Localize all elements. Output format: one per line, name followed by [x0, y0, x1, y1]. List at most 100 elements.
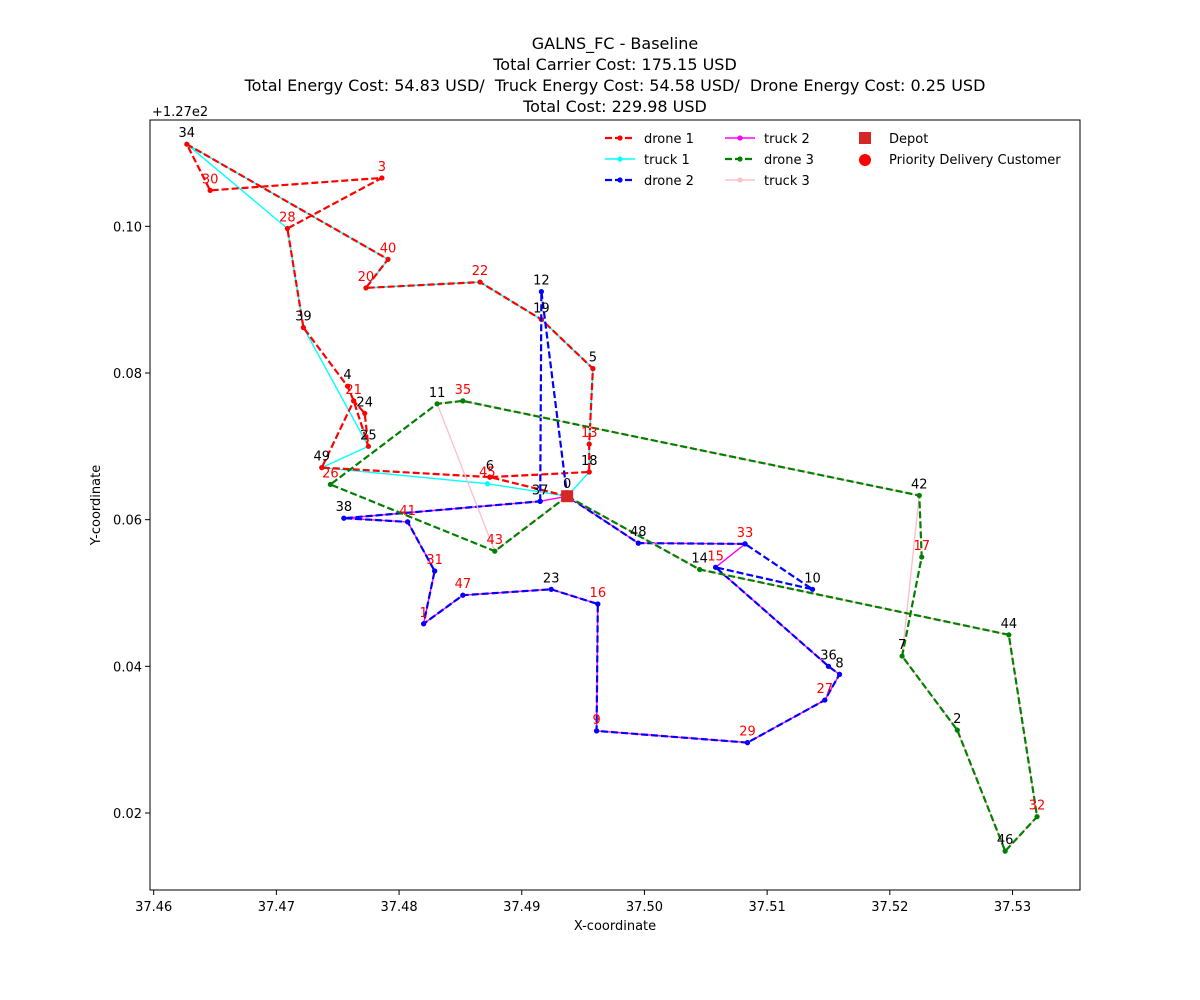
- node-label: 12: [533, 274, 550, 289]
- plot-frame: [149, 119, 1081, 891]
- legend-swatch-circle: [859, 154, 871, 166]
- priority-node-label: 32: [1029, 799, 1046, 814]
- drone-3-point: [919, 554, 925, 560]
- drone-2-point: [405, 519, 411, 525]
- drone-2-line: [342, 290, 841, 744]
- x-axis: 37.46 37.47 37.48 37.49 37.50 37.51 37.52 37.53: [135, 890, 1031, 915]
- node-label: 24: [356, 395, 373, 410]
- legend-label: drone 3: [764, 153, 814, 168]
- drone-1-route: [184, 141, 596, 499]
- legend-label: Priority Delivery Customer: [889, 153, 1061, 168]
- node-label: 19: [533, 301, 550, 316]
- legend-item-truck2: truck 2: [725, 132, 810, 147]
- depot-label: 0: [563, 477, 571, 492]
- drone-3-point: [697, 566, 703, 573]
- y-axis-label: Y-coordinate: [89, 465, 104, 546]
- priority-node-label: 20: [358, 270, 375, 285]
- node-label: 10: [804, 571, 821, 586]
- priority-node-label: 16: [590, 586, 607, 601]
- legend-label: drone 1: [644, 132, 694, 147]
- node-label: 5: [589, 351, 597, 366]
- drone-3-route: [327, 398, 1040, 854]
- priority-node-label: 27: [817, 682, 834, 697]
- drone-2-point: [635, 540, 641, 546]
- drone-3-point: [327, 481, 333, 488]
- drone-2-point: [460, 592, 466, 598]
- y-tick-label: 0.10: [113, 220, 142, 235]
- node-label: 44: [1001, 617, 1018, 632]
- legend-label: truck 1: [644, 153, 690, 168]
- priority-node-label: 40: [380, 241, 397, 256]
- drone-2-point: [742, 541, 748, 547]
- drone-1-point: [487, 474, 493, 480]
- legend-item-drone3: drone 3: [725, 153, 814, 168]
- y-tick-label: 0.08: [113, 367, 142, 382]
- drone-3-point: [1006, 632, 1012, 638]
- node-label: 42: [911, 477, 928, 492]
- legend-swatch-square: [859, 132, 871, 144]
- x-tick-label: 37.51: [749, 900, 786, 915]
- node-label: 18: [581, 454, 598, 469]
- drone-2-point: [713, 564, 719, 570]
- node-label: 25: [360, 428, 377, 443]
- node-label: 11: [429, 386, 446, 401]
- x-axis-label: X-coordinate: [574, 919, 656, 934]
- legend-swatch-point: [617, 177, 623, 183]
- priority-node-label: 17: [913, 539, 930, 554]
- chart-title-line-4: Total Cost: 229.98 USD: [523, 97, 707, 116]
- priority-node-label: 13: [581, 426, 598, 441]
- priority-node-label: 41: [399, 504, 416, 519]
- node-label: 7: [898, 638, 906, 653]
- y-tick-label: 0.02: [113, 807, 142, 822]
- drone-1-point: [363, 285, 369, 291]
- legend-swatch-point: [737, 156, 743, 162]
- drone-1-point: [477, 279, 483, 285]
- drone-2-point: [595, 601, 601, 607]
- legend-item-truck1: truck 1: [605, 153, 690, 168]
- x-tick-label: 37.50: [626, 900, 663, 915]
- legend-label: drone 2: [644, 174, 694, 189]
- depot-marker: [561, 490, 574, 503]
- priority-node-label: 33: [737, 526, 754, 541]
- drone-3-point: [1034, 814, 1040, 820]
- node-label: 36: [820, 648, 837, 663]
- node-label: 48: [630, 525, 647, 540]
- drone-3-point: [434, 401, 440, 407]
- legend-item-drone2: drone 2: [605, 174, 694, 189]
- drone-2-point: [822, 697, 828, 703]
- drone-1-point: [184, 141, 190, 147]
- x-tick-label: 37.48: [380, 900, 417, 915]
- x-tick-label: 37.49: [503, 900, 540, 915]
- y-tick-label: 0.06: [113, 514, 142, 529]
- drone-2-point: [421, 621, 427, 627]
- drone-1-point: [365, 443, 371, 449]
- node-label: 34: [179, 126, 196, 141]
- x-tick-label: 37.52: [871, 900, 908, 915]
- priority-node-label: 47: [455, 577, 472, 592]
- chart-title-line-3: Total Energy Cost: 54.83 USD/ Truck Ener…: [244, 76, 986, 95]
- drone-3-point: [916, 492, 922, 499]
- priority-node-label: 30: [202, 172, 219, 187]
- drone-3-line: [329, 399, 1039, 853]
- legend-label: truck 2: [764, 132, 810, 147]
- drone-2-point: [538, 289, 544, 295]
- priority-node-label: 31: [426, 553, 443, 568]
- y-axis: 0.02 0.04 0.06 0.08 0.10: [113, 220, 150, 822]
- node-label: 23: [543, 571, 560, 586]
- legend-item-depot: Depot: [859, 132, 928, 147]
- node-label: 46: [997, 833, 1014, 848]
- priority-node-label: 26: [322, 466, 339, 481]
- node-label: 39: [295, 310, 312, 325]
- legend-label: Depot: [889, 132, 928, 147]
- drone-1-point: [590, 366, 596, 372]
- drone-2-point: [537, 498, 543, 504]
- plot-background: [150, 120, 1080, 890]
- x-tick-label: 37.46: [135, 900, 172, 915]
- node-label: 6: [486, 459, 494, 474]
- drone-2-point: [341, 515, 347, 521]
- drone-3-point: [954, 727, 960, 733]
- chart-title-line-2: Total Carrier Cost: 175.15 USD: [493, 55, 737, 74]
- drone-3-point: [1002, 848, 1008, 854]
- truck-1-point: [484, 481, 491, 487]
- drone-2-point: [836, 671, 843, 678]
